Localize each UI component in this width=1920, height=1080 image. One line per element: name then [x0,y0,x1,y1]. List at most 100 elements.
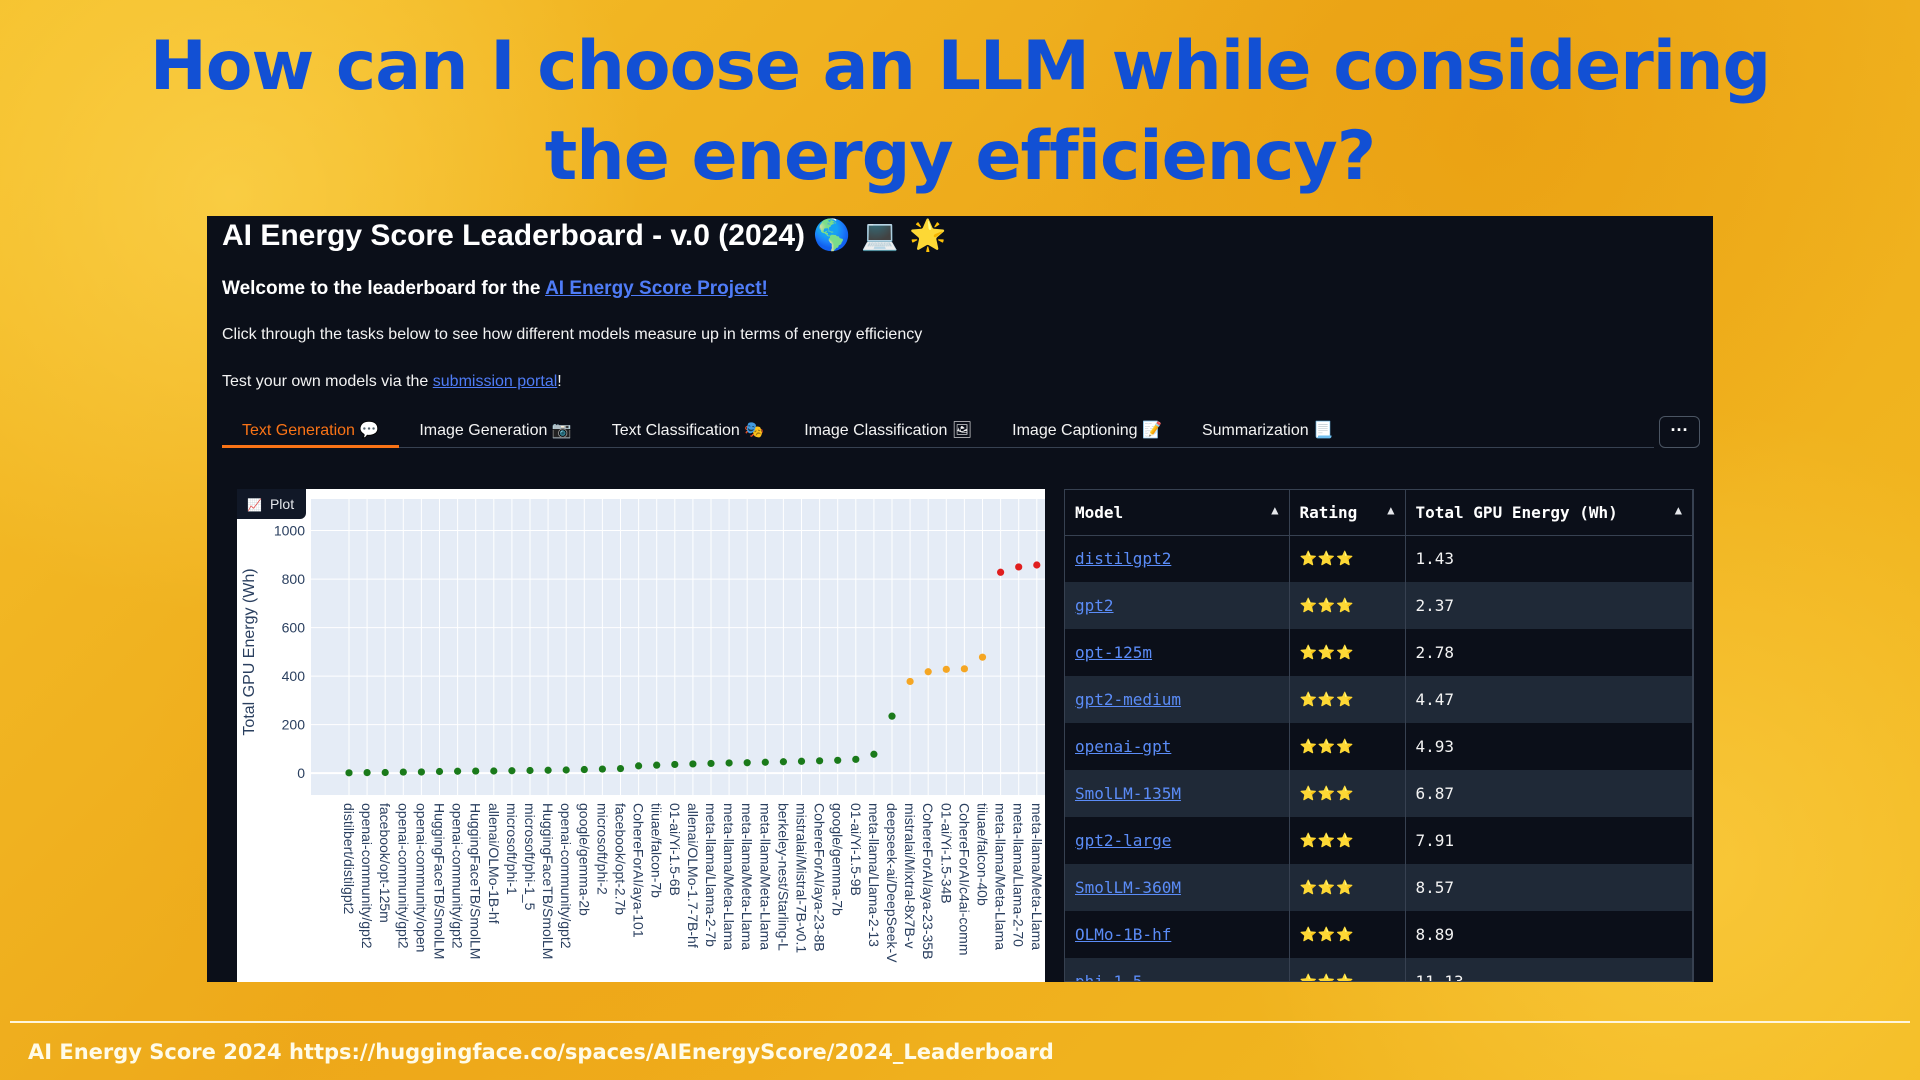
data-point [960,665,969,673]
x-tick-label: microsoft/phi-1 [504,803,520,895]
sort-arrow-icon[interactable]: ▲ [1674,502,1682,517]
x-tick-label: CohereForAI/aya-23-35B [920,803,936,959]
tab-label: Summarization [1201,422,1309,439]
x-tick-label: meta-llama/Llama-2-7b [703,803,719,947]
y-tick-label: 0 [297,765,305,781]
sort-arrow-icon[interactable]: ▲ [1387,502,1395,517]
sort-arrow-icon[interactable]: ▲ [1271,502,1279,517]
model-cell: SmolLM-135M [1065,770,1290,817]
data-point [345,769,353,777]
submission-prefix: Test your own models via the [222,373,433,390]
x-tick-label: CohereForAI/aya-23-8B [812,803,828,952]
table-row: gpt2-medium ⭐⭐⭐ 4.47 [1065,676,1693,723]
model-link[interactable]: SmolLM-135M [1075,784,1181,803]
data-point [852,755,860,763]
column-header-rating[interactable]: Rating ▲ [1289,490,1406,536]
model-link[interactable]: phi-1_5 [1075,972,1143,982]
x-tick-label: facebook/opt-125m [377,803,393,923]
x-tick-label: openai-community/gpt2 [359,803,375,949]
project-link[interactable]: AI Energy Score Project! [545,278,768,299]
tab-text-generation[interactable]: Text Generation 💬 [222,410,400,448]
data-point [671,760,679,769]
chart-icon: 📈 [247,498,262,512]
tab-image-classification[interactable]: Image Classification 🖼 [784,410,992,448]
x-tick-label: meta-llama/Llama-2-70 [1011,803,1027,947]
rating-stars: ⭐⭐⭐ [1289,770,1406,817]
slide-footer: AI Energy Score 2024 https://huggingface… [28,1040,1054,1064]
energy-cell: 8.57 [1405,864,1693,911]
submission-portal-link[interactable]: submission portal [432,373,558,390]
x-tick-label: google/gemma-7b [830,803,846,916]
data-point [635,762,643,770]
model-link[interactable]: opt-125m [1075,643,1153,662]
y-tick-label: 400 [282,668,306,684]
table-row: gpt2-large ⭐⭐⭐ 7.91 [1065,817,1693,864]
tab-summarization[interactable]: Summarization 📃 [1182,410,1353,448]
tab-image-generation[interactable]: Image Generation 📷 [399,410,591,448]
x-tick-label: CohereForAI/c4ai-comm [956,803,972,956]
model-cell: gpt2-large [1065,817,1290,864]
data-point [363,768,371,777]
app-title-text: AI Energy Score Leaderboard - v.0 (2024) [222,219,805,252]
data-point [997,568,1005,576]
data-point [598,765,606,773]
x-tick-label: 01-ai/Yi-1.5-34B [938,803,954,904]
data-point [399,768,407,776]
x-tick-label: mistralai/Mistral-7B-v0.1 [794,803,810,953]
energy-cell: 6.87 [1405,770,1693,817]
x-tick-label: facebook/opt-2.7b [613,803,629,915]
data-point [653,761,661,769]
model-link[interactable]: gpt2 [1075,596,1114,615]
table-row: SmolLM-135M ⭐⭐⭐ 6.87 [1065,770,1693,817]
model-cell: distilgpt2 [1065,535,1290,582]
more-tabs-button[interactable]: ··· [1659,416,1700,448]
y-tick-label: 200 [282,717,306,733]
table-row: gpt2 ⭐⭐⭐ 2.37 [1065,582,1693,629]
model-cell: openai-gpt [1065,723,1290,770]
x-tick-label: google/gemma-2b [576,803,592,916]
x-tick-label: HuggingFaceTB/SmolLM [468,803,484,959]
y-tick-label: 1000 [274,523,305,539]
x-tick-label: meta-llama/Llama-2-13 [866,803,882,947]
x-tick-label: HuggingFaceTB/SmolLM [432,803,448,959]
energy-cell: 2.37 [1405,582,1693,629]
energy-scatter-chart: 0 200 400 600 800 1000 Total GPU Energy (Wh) di… [241,499,1045,963]
model-cell: SmolLM-360M [1065,864,1290,911]
x-tick-label: deepseek-ai/DeepSeek-V [884,803,900,963]
model-link[interactable]: gpt2-medium [1075,690,1181,709]
x-tick-label: HuggingFaceTB/SmolLM [540,803,556,959]
table-row: SmolLM-360M ⭐⭐⭐ 8.57 [1065,864,1693,911]
tab-image-captioning[interactable]: Image Captioning 📝 [992,410,1182,448]
data-point [888,712,896,720]
table-row: distilgpt2 ⭐⭐⭐ 1.43 [1065,535,1693,582]
model-link[interactable]: OLMo-1B-hf [1075,925,1172,944]
data-point [580,765,588,774]
data-point [707,759,715,768]
data-point [435,767,444,776]
tab-label: Image Generation [419,422,548,439]
column-header-energy[interactable]: Total GPU Energy (Wh) ▲ [1405,490,1693,536]
plot-area [311,499,1045,795]
model-link[interactable]: openai-gpt [1075,737,1172,756]
data-point [924,668,932,676]
x-tick-label: allenai/OLMo-1.7-7B-hf [685,803,701,948]
data-point [779,758,788,766]
data-point [490,767,498,775]
submission-suffix: ! [557,373,562,390]
table-row: opt-125m ⭐⭐⭐ 2.78 [1065,629,1693,676]
model-link[interactable]: SmolLM-360M [1075,878,1181,897]
model-link[interactable]: distilgpt2 [1075,549,1172,569]
picture-icon: 🖼 [951,420,973,439]
welcome-text: Welcome to the leaderboard for the AI En… [222,278,768,300]
page-icon: 📃 [1313,420,1334,439]
energy-cell: 1.43 [1405,535,1693,582]
energy-cell: 4.47 [1405,676,1693,723]
model-link[interactable]: gpt2-large [1075,831,1172,850]
tab-label: Image Classification [804,422,948,439]
intro-text: Click through the tasks below to see how… [222,326,923,343]
column-header-model[interactable]: Model ▲ [1065,490,1290,536]
tab-text-classification[interactable]: Text Classification 🎭 [592,410,784,448]
plot-badge: 📈 Plot [237,489,307,519]
welcome-prefix: Welcome to the leaderboard for the [222,278,546,299]
speech-bubble-icon: 💬 [359,420,380,439]
